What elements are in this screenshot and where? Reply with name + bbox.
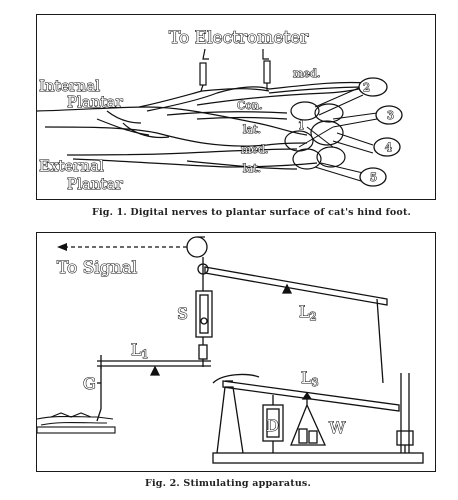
plantar-nerve-trunk — [37, 106, 308, 147]
figure-2-frame: To Signal L2 S — [36, 232, 436, 472]
lever-l1 — [97, 355, 211, 376]
l3-label: L3 — [301, 368, 319, 389]
toe-5-circle — [359, 167, 387, 187]
plantar-top-label: Plantar — [67, 93, 123, 111]
weight-pan-w — [290, 399, 327, 446]
pulley-wheel — [186, 236, 208, 258]
apparatus-frame — [212, 373, 424, 464]
g-label: G — [83, 374, 96, 393]
electrode-left — [199, 48, 209, 92]
electrode-g — [96, 367, 102, 422]
toe-5-label: 5 — [370, 171, 377, 184]
toe-4-circle — [373, 137, 401, 157]
med-top-label: med. — [293, 67, 320, 80]
med-bottom-label: med. — [241, 143, 268, 156]
figure-1-frame: To Electrometer — [36, 14, 436, 200]
toe-1-label: 1 — [298, 119, 305, 132]
toe-2-label: 2 — [363, 81, 370, 94]
toe-nerve-fans — [298, 86, 378, 182]
l1-label: L1 — [131, 340, 149, 361]
w-label: W — [329, 418, 346, 437]
plantar-bottom-label: Plantar — [67, 175, 123, 193]
con-label: Con. — [237, 99, 263, 112]
figure-2-diagram: To Signal L2 S — [37, 236, 424, 464]
figure-2-caption: Fig. 2. Stimulating apparatus. — [145, 478, 311, 489]
s-label: S — [177, 304, 188, 323]
internal-label: Internal — [39, 77, 100, 95]
branch-to-electrodes — [138, 86, 270, 112]
toe-2-circle — [358, 77, 388, 97]
figure-1-caption: Fig. 1. Digital nerves to plantar surfac… — [92, 207, 412, 218]
branch-external — [66, 148, 318, 170]
to-electrometer-label: To Electrometer — [169, 28, 309, 48]
electrode-right — [262, 49, 271, 91]
branch-con — [166, 111, 288, 120]
to-signal-label: To Signal — [57, 258, 137, 278]
figure-1-diagram: To Electrometer — [37, 27, 403, 194]
d-label: D — [266, 416, 279, 435]
toe-circles — [358, 77, 403, 187]
signal-arrowhead — [57, 243, 67, 251]
foot-preparation — [37, 412, 116, 434]
branch-med-top — [196, 81, 368, 106]
toe-3-circle — [375, 105, 403, 125]
toe-3-label: 3 — [387, 109, 394, 122]
lat-top-label: lat. — [243, 123, 261, 136]
spring-s — [195, 277, 213, 360]
l2-label: L2 — [299, 302, 317, 323]
lat-bottom-label: lat. — [243, 162, 261, 175]
toe-pad-cluster — [284, 101, 346, 170]
external-label: External — [39, 157, 104, 175]
lever-l2 — [197, 257, 388, 384]
toe-4-label: 4 — [385, 141, 392, 154]
dashpot-d — [262, 395, 284, 453]
